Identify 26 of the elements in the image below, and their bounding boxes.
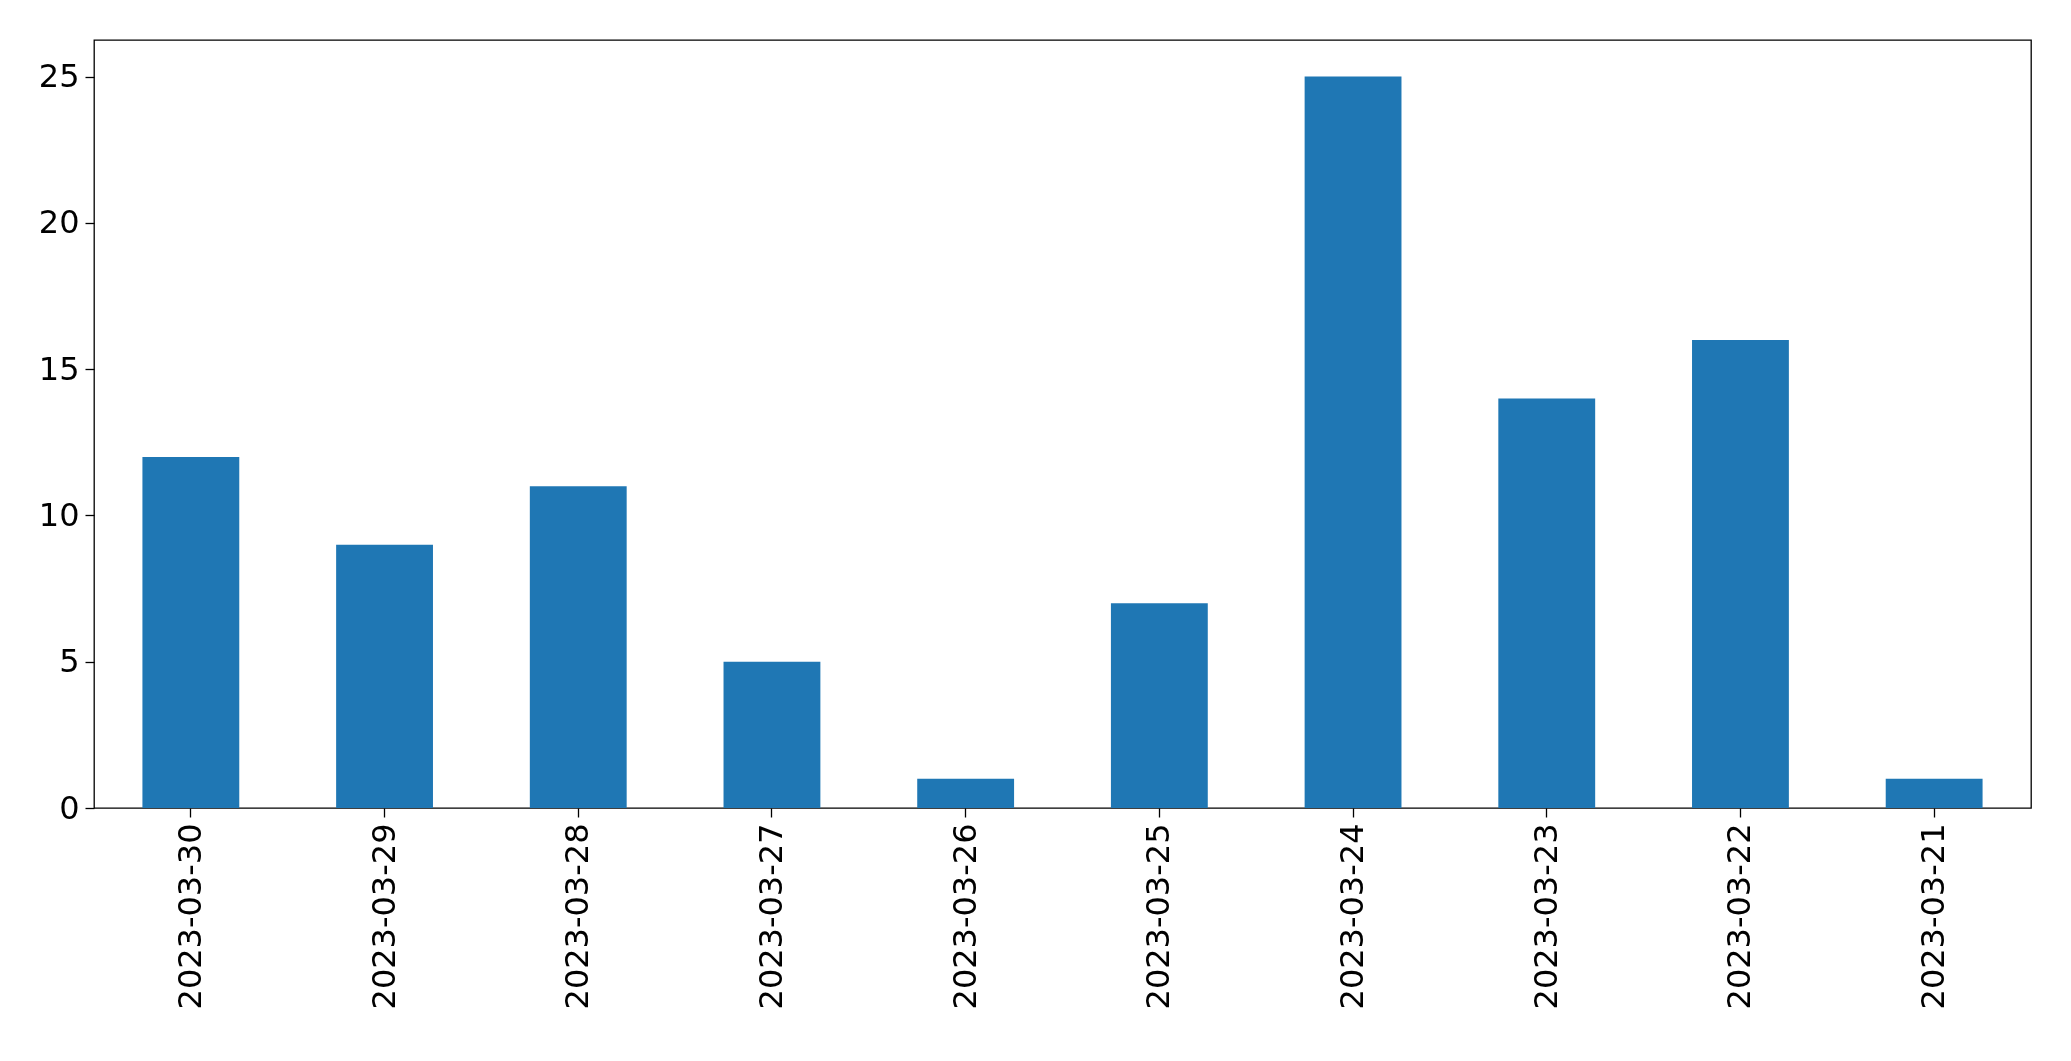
x-tick-label: 2023-03-27 [751, 823, 790, 1010]
bar [917, 778, 1015, 808]
y-tick-label: 5 [59, 642, 80, 681]
x-tick-label: 2023-03-30 [170, 823, 209, 1010]
bar [1304, 76, 1402, 808]
x-tick-label: 2023-03-22 [1720, 823, 1759, 1010]
x-tick-label: 2023-03-24 [1333, 823, 1372, 1010]
x-tick-label: 2023-03-21 [1914, 823, 1953, 1010]
bar [336, 544, 433, 808]
x-tick-label: 2023-03-26 [945, 823, 984, 1010]
y-tick-label: 10 [38, 495, 80, 534]
y-tick-label: 15 [38, 349, 80, 388]
x-tick-label: 2023-03-28 [558, 823, 597, 1010]
y-tick-label: 0 [59, 788, 80, 827]
x-tick-label: 2023-03-23 [1526, 823, 1565, 1010]
bar [1692, 339, 1789, 808]
bar [142, 456, 240, 808]
bar [1885, 778, 1983, 808]
bar [529, 486, 627, 808]
bar [723, 661, 821, 808]
y-tick-label: 20 [38, 203, 80, 242]
bar [1498, 398, 1596, 808]
bar [1110, 603, 1208, 808]
x-tick-label: 2023-03-29 [364, 823, 403, 1010]
y-tick-label: 25 [38, 57, 80, 96]
x-tick-label: 2023-03-25 [1139, 823, 1178, 1010]
